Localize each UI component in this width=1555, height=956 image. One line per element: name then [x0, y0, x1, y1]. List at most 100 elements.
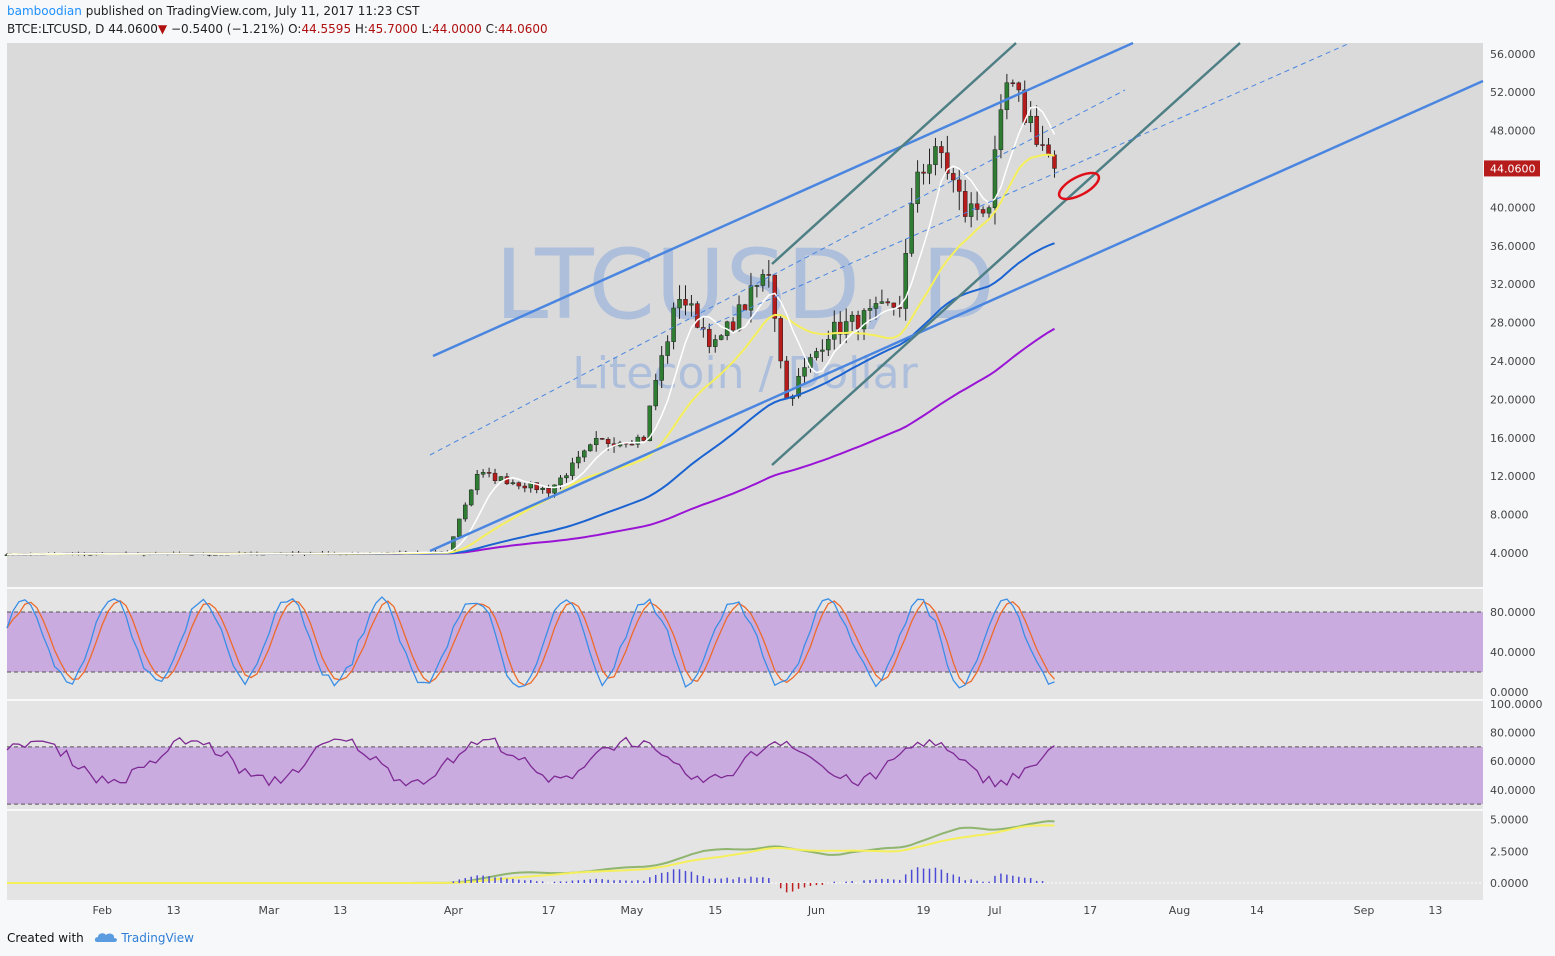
x-tick-label: Jun [807, 904, 825, 917]
price-tick-label: 48.0000 [1490, 125, 1536, 138]
price-tick-label: 8.0000 [1490, 509, 1529, 522]
high-label: H: [354, 22, 368, 36]
price-axis[interactable] [1483, 43, 1555, 900]
osc-tick-label: 5.0000 [1490, 814, 1529, 827]
candle-body [576, 456, 581, 464]
stoch-tick-label: 80.0000 [1490, 606, 1536, 619]
candle-body [843, 321, 849, 335]
last-price: 44.0600 [108, 22, 158, 36]
high-value: 45.7000 [367, 22, 418, 36]
ma-white-line [6, 106, 1056, 556]
rsi-line [6, 736, 1055, 788]
main-pane[interactable] [7, 43, 1483, 587]
symbol-label: BTCE:LTCUSD, D [7, 22, 105, 36]
x-tick-label: 14 [1250, 904, 1264, 917]
stoch-tick-label: 40.0000 [1490, 646, 1536, 659]
candle-body [1022, 89, 1027, 123]
rsi-tick-label: 40.0000 [1490, 784, 1536, 797]
candle-body [582, 450, 587, 458]
last-price-tag [1484, 160, 1540, 177]
candle-body [820, 349, 825, 352]
price-tick-label: 32.0000 [1490, 278, 1536, 291]
candle-body [933, 146, 938, 165]
candle-body [903, 253, 908, 309]
stoch-d-line [6, 600, 1055, 687]
candle-body [457, 518, 462, 537]
candle-body [1010, 82, 1016, 84]
candle-body [689, 303, 694, 306]
channel-top-line [432, 41, 1134, 358]
osc-slow-line [7, 824, 1055, 884]
publish-line: bamboodian published on TradingView.com,… [7, 4, 420, 18]
price-tick-label: 56.0000 [1490, 48, 1536, 61]
candle-body [599, 438, 605, 440]
candle-body [980, 209, 986, 214]
candle-body [849, 314, 855, 322]
candle-body [730, 321, 736, 331]
osc-pane[interactable] [7, 811, 1483, 900]
candle-body [1034, 115, 1039, 145]
tradingview-brand-link[interactable]: TradingView [121, 931, 194, 945]
price-tick-label: 40.0000 [1490, 201, 1536, 214]
footer: Created with TradingView [7, 931, 194, 945]
annotation-ellipse [1057, 171, 1101, 201]
channel-bottom-line [429, 79, 1484, 553]
osc-tick-label: 2.5000 [1490, 845, 1529, 858]
watermark-subtitle: Litecoin / Dollar [572, 348, 918, 399]
candle-body [510, 482, 516, 485]
candle-body [647, 405, 653, 441]
candle-body [463, 504, 468, 520]
candle-body [540, 487, 545, 491]
candle-body [873, 303, 879, 309]
candle-body [814, 351, 819, 358]
dashed-trend-line-2 [699, 42, 1351, 331]
candle-body [742, 304, 748, 311]
price-tick-label: 36.0000 [1490, 240, 1536, 253]
candle-body [974, 203, 980, 210]
candle-body [468, 489, 474, 506]
candle-body [986, 207, 992, 214]
x-tick-label: 17 [542, 904, 556, 917]
candle-body [486, 472, 492, 474]
candle-body [474, 473, 480, 491]
candle-body [1040, 144, 1045, 146]
x-tick-label: May [621, 904, 644, 917]
candle-body [1052, 154, 1057, 169]
candle-body [915, 171, 920, 204]
candle-body [766, 274, 772, 276]
price-tick-label: 16.0000 [1490, 432, 1536, 445]
candle-body [968, 203, 974, 217]
low-value: 44.0000 [432, 22, 482, 36]
candle-body [1004, 82, 1010, 110]
x-tick-label: Apr [444, 904, 464, 917]
candle-body [593, 438, 599, 445]
candle-body [992, 149, 998, 208]
candle-body [641, 436, 647, 441]
low-label: L: [421, 22, 433, 36]
candle-body [564, 475, 569, 479]
author-link[interactable]: bamboodian [7, 4, 82, 18]
candle-body [588, 444, 593, 452]
candle-body [909, 203, 914, 254]
candle-body [778, 318, 783, 362]
x-tick-label: 15 [708, 904, 722, 917]
osc-tick-label: 0.0000 [1490, 877, 1529, 890]
candle-body [605, 439, 611, 445]
candle-body [962, 191, 968, 217]
open-label: O: [288, 22, 302, 36]
x-tick-label: 13 [1428, 904, 1442, 917]
candle-body [837, 321, 843, 335]
candle-body [736, 304, 742, 331]
candle-body [677, 299, 682, 309]
candle-body [522, 485, 528, 489]
price-tick-label: 24.0000 [1490, 355, 1536, 368]
x-tick-label: 17 [1083, 904, 1097, 917]
price-tick-label: 52.0000 [1490, 86, 1536, 99]
price-tick-label: 4.0000 [1490, 547, 1529, 560]
stoch-tick-label: 0.0000 [1490, 686, 1529, 699]
candle-body [534, 482, 539, 491]
candle-body [671, 307, 676, 342]
candle-body [635, 436, 641, 445]
x-tick-label: 19 [917, 904, 931, 917]
